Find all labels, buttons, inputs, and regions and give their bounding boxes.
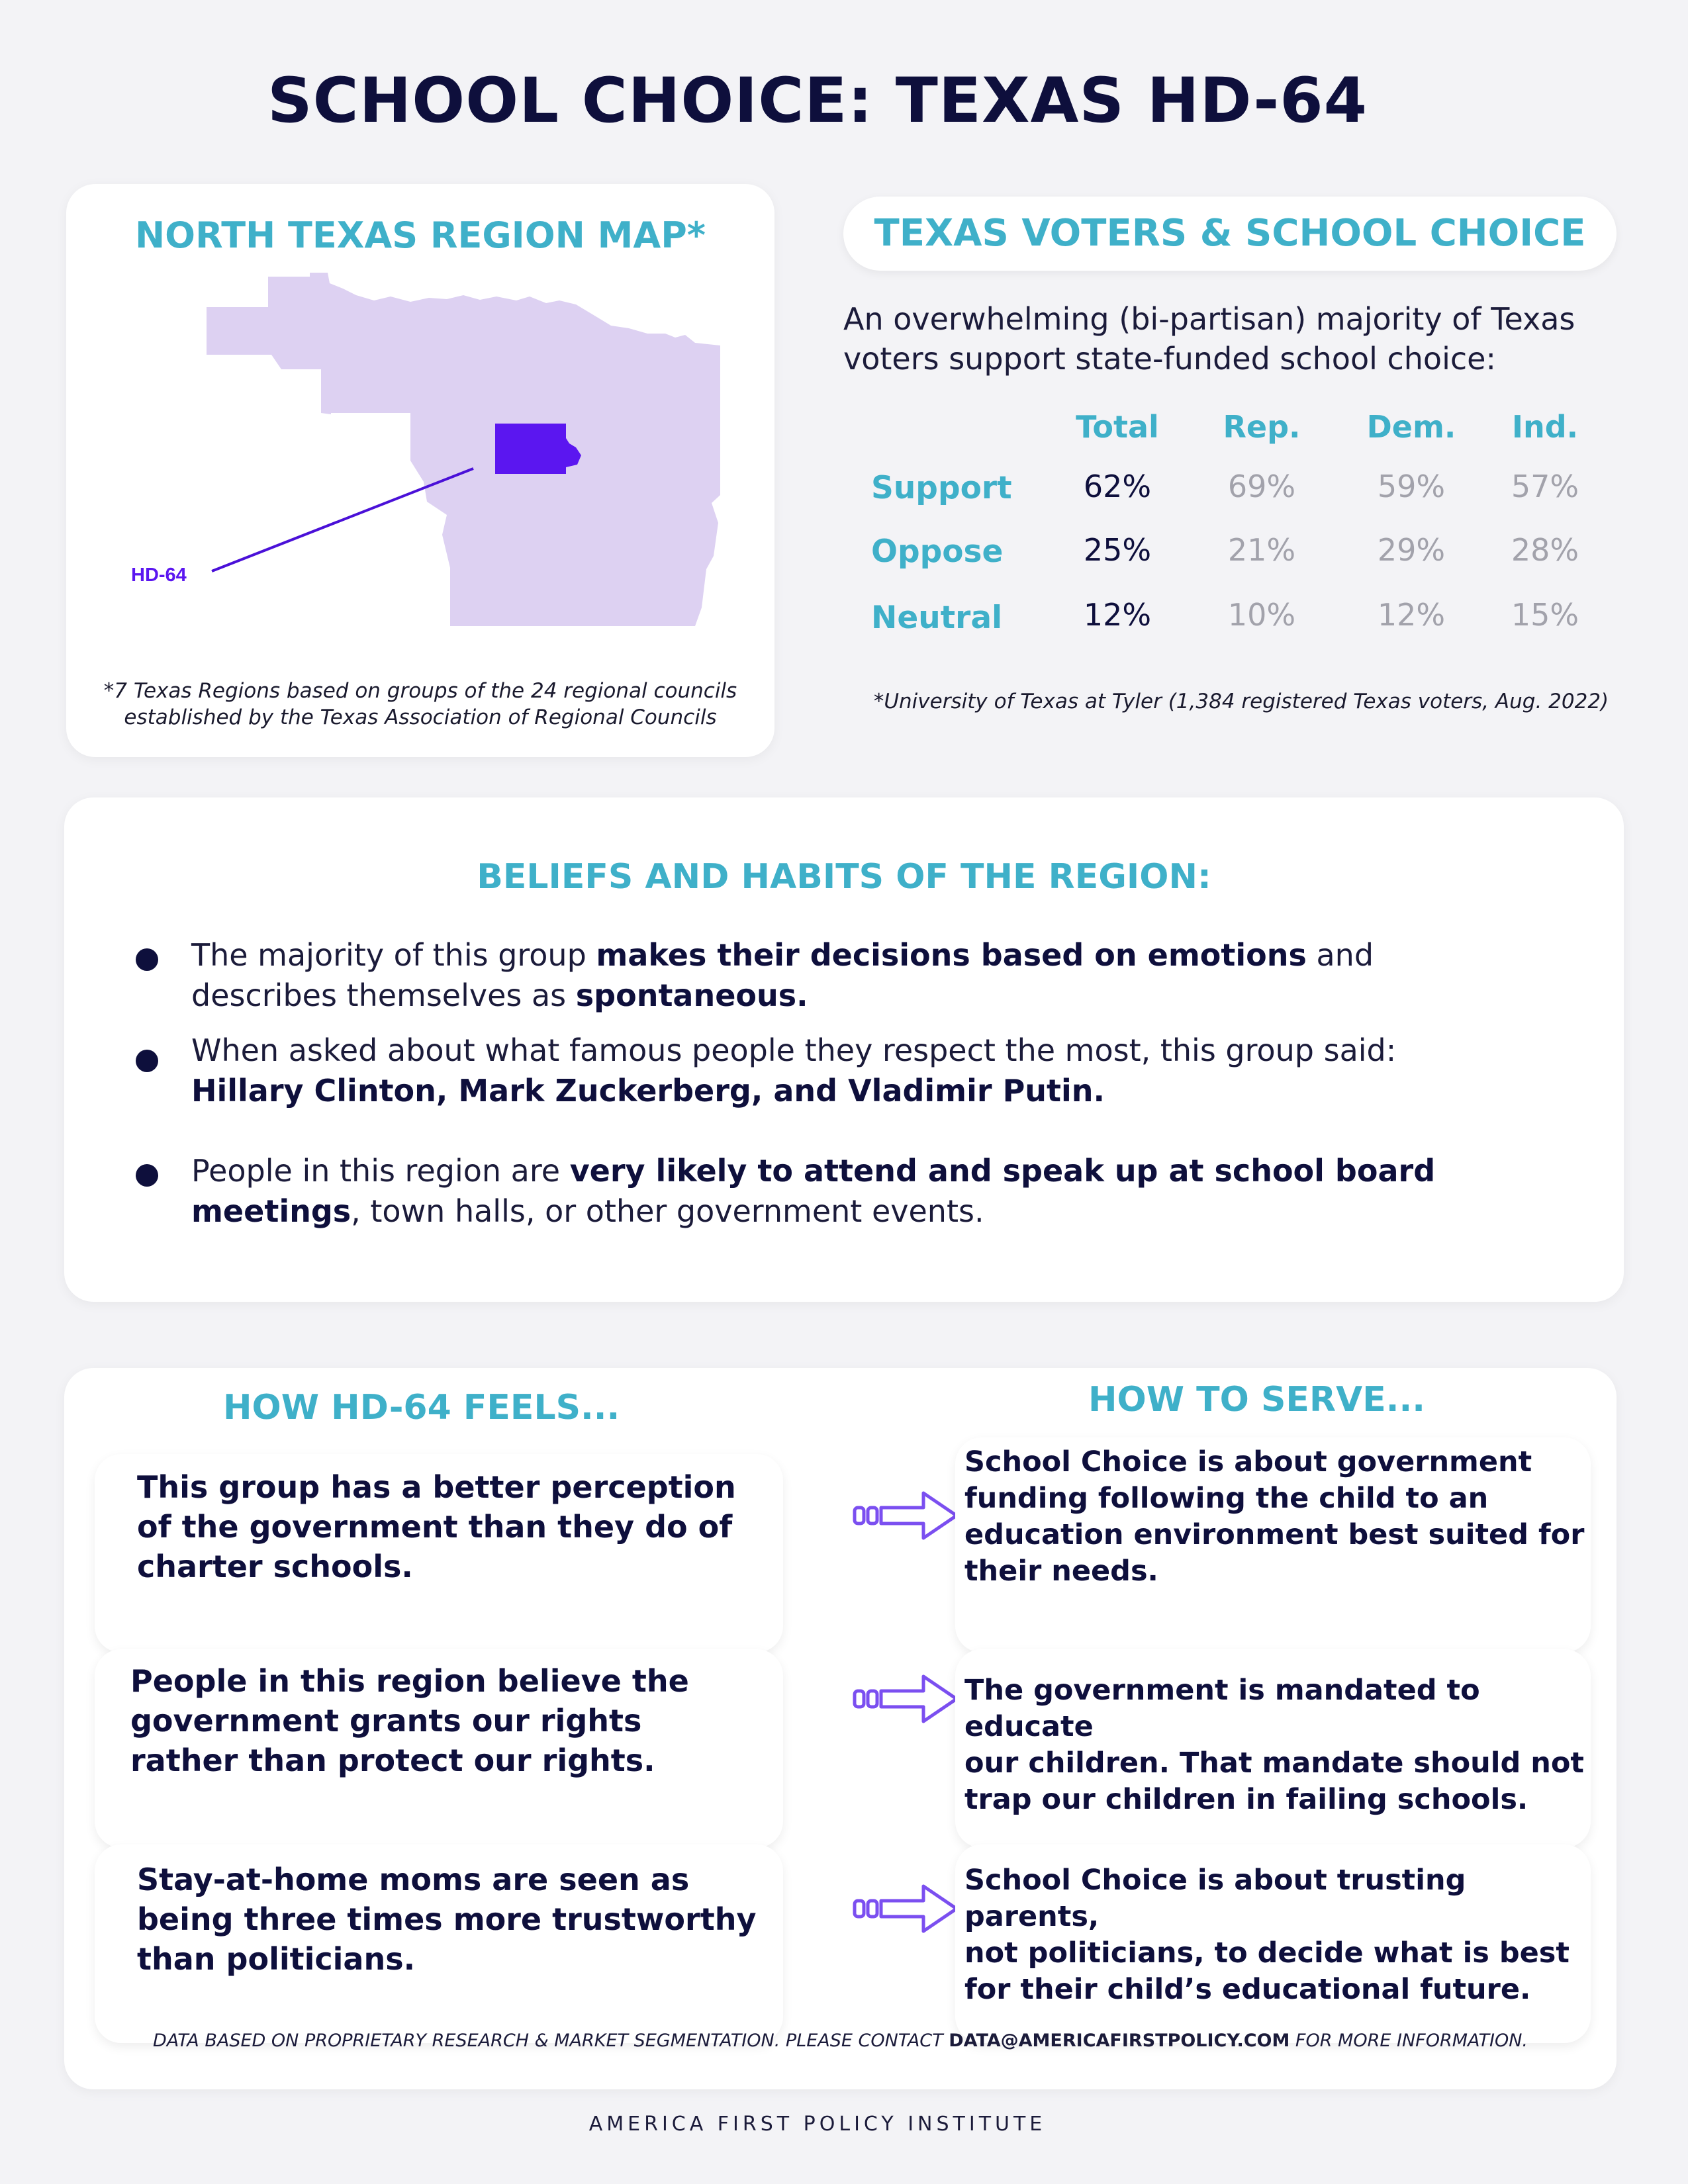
bullet-icon xyxy=(136,1050,158,1072)
feel-line: charter schools. xyxy=(137,1549,413,1584)
beliefs-title: BELIEFS AND HABITS OF THE REGION: xyxy=(477,857,1211,897)
belief-text: describes themselves as xyxy=(191,978,576,1013)
footnote-text: DATA BASED ON PROPRIETARY RESEARCH & MAR… xyxy=(152,2030,949,2051)
feel-line: government grants our rights xyxy=(130,1703,642,1739)
voters-intro-line2: voters support state-funded school choic… xyxy=(843,341,1496,377)
belief-emphasis: makes their decisions based on emotions xyxy=(596,937,1307,973)
map-footnote-line2: established by the Texas Association of … xyxy=(124,705,717,729)
bullet-icon xyxy=(136,948,158,971)
table-cell: 25% xyxy=(1083,532,1152,568)
feel-item-2: People in this region believe the govern… xyxy=(130,1661,766,1780)
serve-column-title: HOW TO SERVE... xyxy=(1088,1380,1426,1420)
data-footnote: DATA BASED ON PROPRIETARY RESEARCH & MAR… xyxy=(64,2030,1617,2051)
feel-line: being three times more trustworthy xyxy=(137,1901,757,1937)
serve-line: The government is mandated to educate xyxy=(964,1674,1480,1743)
table-cell: 12% xyxy=(1083,597,1152,633)
serve-line: their needs. xyxy=(964,1555,1158,1588)
bullet-icon xyxy=(136,1164,158,1187)
feel-line: People in this region believe the xyxy=(130,1663,689,1699)
hd-64-label: HD-64 xyxy=(131,565,187,586)
north-texas-region-shape xyxy=(207,273,720,626)
serve-box xyxy=(955,1649,1591,1848)
serve-box xyxy=(955,1437,1591,1653)
column-header-total: Total xyxy=(1076,409,1159,445)
serve-line: trap our children in failing schools. xyxy=(964,1783,1528,1816)
region-map-card: NORTH TEXAS REGION MAP* HD-64 *7 Texas R… xyxy=(66,184,774,757)
table-cell: 57% xyxy=(1511,469,1579,504)
arrow-right-icon xyxy=(853,1884,959,1933)
table-cell: 10% xyxy=(1227,597,1296,633)
serve-item-1: School Choice is about government fundin… xyxy=(964,1444,1587,1590)
feel-line: than politicians. xyxy=(137,1941,416,1977)
map-footnote-line1: *7 Texas Regions based on groups of the … xyxy=(103,679,737,703)
serve-line: not politicians, to decide what is best xyxy=(964,1936,1570,1970)
voters-section-title: TEXAS VOTERS & SCHOOL CHOICE xyxy=(843,197,1617,271)
hd-64-district-shape xyxy=(495,424,581,474)
feel-item-3: Stay-at-home moms are seen as being thre… xyxy=(137,1860,773,1979)
serve-line: for their child’s educational future. xyxy=(964,1973,1531,2006)
table-cell: 59% xyxy=(1377,469,1446,504)
belief-text: People in this region are xyxy=(191,1153,570,1189)
belief-emphasis: spontaneous. xyxy=(575,978,808,1013)
serve-item-2: The government is mandated to educate ou… xyxy=(964,1672,1587,1818)
table-cell: 62% xyxy=(1083,469,1152,504)
belief-item-school-board: People in this region are very likely to… xyxy=(191,1151,1568,1232)
contact-email-link[interactable]: DATA@AMERICAFIRSTPOLICY.COM xyxy=(949,2030,1290,2051)
belief-item-famous-people: When asked about what famous people they… xyxy=(191,1030,1568,1111)
table-cell: 28% xyxy=(1511,532,1579,568)
serve-line: School Choice is about government xyxy=(964,1445,1532,1479)
map-title: NORTH TEXAS REGION MAP* xyxy=(134,214,706,256)
feel-line: rather than protect our rights. xyxy=(130,1743,655,1778)
organization-name: AMERICA FIRST POLICY INSTITUTE xyxy=(588,2113,1047,2136)
serve-line: funding following the child to an xyxy=(964,1482,1489,1515)
column-header-ind: Ind. xyxy=(1511,409,1579,445)
serve-line: education environment best suited for xyxy=(964,1518,1585,1551)
belief-emphasis: very likely to attend and speak up at sc… xyxy=(569,1153,1436,1189)
arrow-right-icon xyxy=(853,1491,959,1540)
row-label-oppose: Oppose xyxy=(871,533,1004,570)
feel-line: This group has a better perception xyxy=(137,1469,736,1505)
north-texas-map: HD-64 xyxy=(131,273,720,626)
voters-intro-line1: An overwhelming (bi-partisan) majority o… xyxy=(843,301,1575,337)
serve-line: School Choice is about trusting parents, xyxy=(964,1864,1466,1933)
table-cell: 12% xyxy=(1377,597,1446,633)
feel-box xyxy=(95,1454,783,1653)
table-cell: 69% xyxy=(1227,469,1296,504)
feel-box xyxy=(95,1844,783,2043)
row-label-neutral: Neutral xyxy=(871,600,1003,636)
table-cell: 21% xyxy=(1227,532,1296,568)
arrow-right-icon xyxy=(853,1674,959,1723)
belief-emphasis: meetings xyxy=(191,1193,352,1229)
belief-text: , town halls, or other government events… xyxy=(351,1193,984,1229)
feels-serve-card: HOW HD-64 FEELS... HOW TO SERVE... This … xyxy=(64,1368,1617,2089)
feels-column-title: HOW HD-64 FEELS... xyxy=(223,1388,620,1428)
feel-box xyxy=(95,1649,783,1848)
belief-text: The majority of this group xyxy=(191,937,596,973)
row-label-support: Support xyxy=(871,470,1012,506)
footnote-text: FOR MORE INFORMATION. xyxy=(1289,2030,1528,2051)
hd-64-pointer-line xyxy=(211,467,474,572)
beliefs-card: BELIEFS AND HABITS OF THE REGION: The ma… xyxy=(64,797,1624,1302)
poll-source-note: *University of Texas at Tyler (1,384 reg… xyxy=(873,690,1609,713)
belief-item-emotions: The majority of this group makes their d… xyxy=(191,935,1568,1016)
belief-emphasis: Hillary Clinton, Mark Zuckerberg, and Vl… xyxy=(191,1073,1105,1109)
serve-line: our children. That mandate should not xyxy=(964,1747,1584,1780)
page-title: SCHOOL CHOICE: TEXAS HD-64 xyxy=(267,65,1368,137)
feel-line: Stay-at-home moms are seen as xyxy=(137,1862,690,1897)
belief-text: When asked about what famous people they… xyxy=(191,1032,1397,1068)
serve-item-3: School Choice is about trusting parents,… xyxy=(964,1862,1587,2008)
column-header-rep: Rep. xyxy=(1223,409,1301,445)
table-cell: 15% xyxy=(1511,597,1579,633)
feel-item-1: This group has a better perception of th… xyxy=(137,1467,773,1586)
table-cell: 29% xyxy=(1377,532,1446,568)
feel-line: of the government than they do of xyxy=(137,1509,733,1545)
serve-box xyxy=(955,1844,1591,2043)
column-header-dem: Dem. xyxy=(1366,409,1456,445)
belief-text: and xyxy=(1306,937,1374,973)
